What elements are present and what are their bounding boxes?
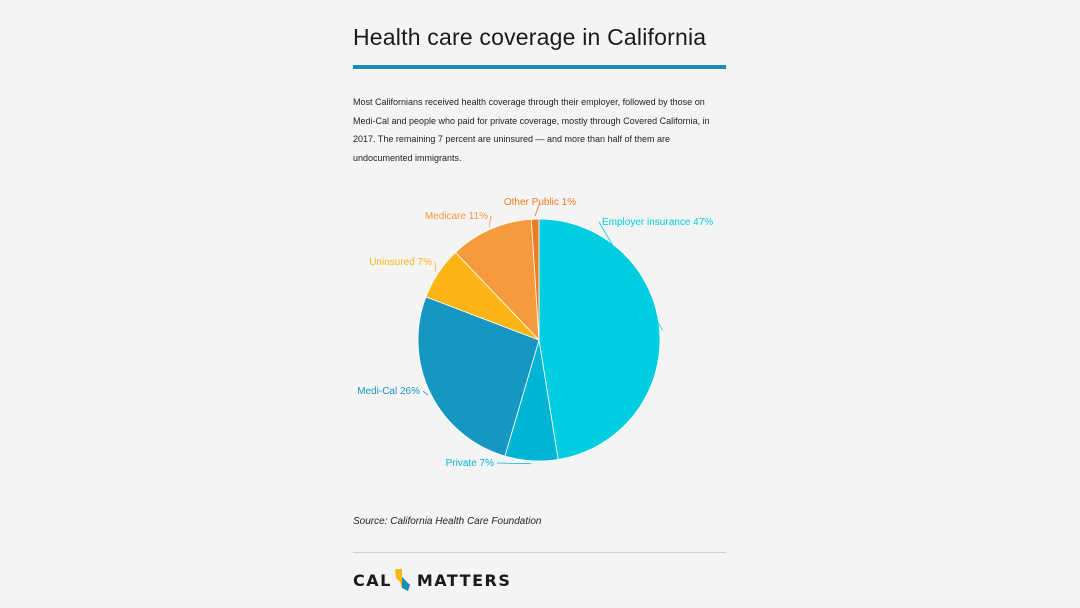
slice-label: Medi-Cal 26% [357, 386, 420, 397]
leader-line [598, 221, 663, 331]
leader-line [488, 215, 492, 227]
leader-line [434, 261, 437, 272]
source-note: Source: California Health Care Foundatio… [353, 516, 542, 527]
pie-slices [417, 218, 661, 462]
pie-labels: Employer insurance 47% Private 7% Medi-Cal… [357, 197, 713, 469]
footer-rule [353, 552, 726, 553]
chart-title: Health care coverage in California [353, 24, 707, 50]
pie-slice-employer-insurance [538, 218, 661, 460]
pie-slice-medicare [454, 218, 540, 342]
slice-label: Other Public 1% [504, 197, 576, 208]
pie-slice-medi-cal [417, 296, 540, 457]
pie-slice-other-public [530, 218, 540, 341]
slice-label: Private 7% [446, 458, 494, 469]
logo-text-right: MATTERS [416, 570, 512, 590]
title-rule [353, 65, 726, 69]
leader-line [496, 462, 532, 465]
logo-text-left: CAL [353, 570, 392, 590]
leader-line [422, 390, 429, 396]
slice-label: Medicare 11% [425, 211, 488, 222]
intro-text: Most Californians received health covera… [353, 97, 710, 163]
pie-chart: Employer insurance 47% Private 7% Medi-Cal… [357, 197, 713, 469]
slice-label: Employer insurance 47% [602, 217, 713, 228]
calmatters-logo[interactable]: CAL MATTERS [353, 568, 511, 592]
california-state-icon [394, 569, 410, 591]
leader-line [534, 201, 541, 217]
slice-label: Uninsured 7% [369, 257, 432, 268]
